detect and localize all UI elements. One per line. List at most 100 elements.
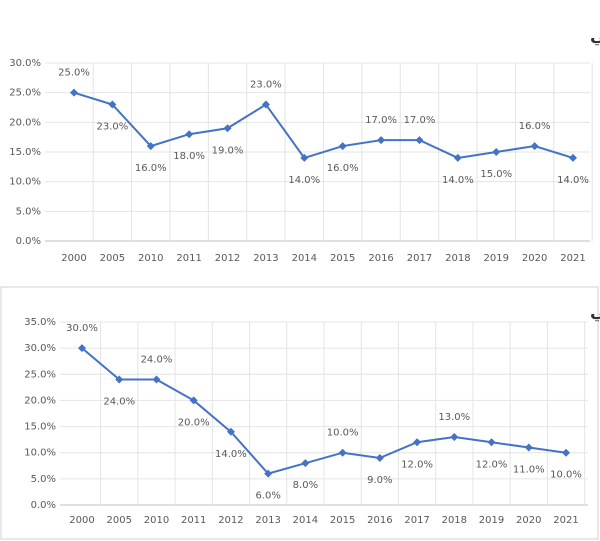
marker <box>189 396 198 405</box>
data-label: 14.0% <box>215 449 247 460</box>
marker <box>223 124 232 133</box>
marker <box>108 100 117 109</box>
marker <box>492 148 501 156</box>
marker <box>524 443 533 452</box>
x-tick-label: 2017 <box>404 515 429 526</box>
y-tick-label: 35.0% <box>24 317 56 328</box>
x-tick-label: 2018 <box>445 253 470 264</box>
marker <box>338 448 347 457</box>
data-label: 23.0% <box>96 122 128 133</box>
x-tick-label: 2000 <box>61 253 86 264</box>
y-tick-label: 0.0% <box>31 500 56 511</box>
x-tick-label: 2021 <box>560 253 585 264</box>
data-label: 16.0% <box>519 121 551 132</box>
marker <box>453 153 462 162</box>
x-tick-label: 2005 <box>107 515 132 526</box>
data-label: 13.0% <box>438 412 470 423</box>
data-label: 19.0% <box>212 145 244 156</box>
series-line <box>81 347 567 475</box>
x-tick-label: 2010 <box>144 515 169 526</box>
x-tick-label: 2016 <box>368 253 393 264</box>
marker <box>152 375 161 384</box>
x-tick-label: 2015 <box>330 253 355 264</box>
data-label: 14.0% <box>557 175 589 186</box>
x-tick-label: 2014 <box>293 515 318 526</box>
data-label: 15.0% <box>480 169 512 180</box>
data-label: 14.0% <box>442 175 474 186</box>
y-tick-label: 10.0% <box>24 448 56 459</box>
x-tick-label: 2013 <box>255 515 280 526</box>
y-tick-label: 30.0% <box>24 343 56 354</box>
x-tick-label: 2012 <box>218 515 243 526</box>
marker <box>261 100 270 109</box>
marker <box>377 136 386 145</box>
data-label: 23.0% <box>250 80 282 91</box>
data-label: 17.0% <box>365 115 397 126</box>
data-label: 20.0% <box>178 417 210 428</box>
y-tick-label: 10.0% <box>9 177 41 188</box>
data-label: 25.0% <box>58 68 90 79</box>
y-tick-label: 20.0% <box>9 117 41 128</box>
x-tick-label: 2016 <box>367 515 392 526</box>
marker <box>562 448 570 457</box>
y-tick-label: 0.0% <box>16 236 41 247</box>
marker <box>450 433 459 442</box>
marker <box>415 136 424 145</box>
y-tick-label: 5.0% <box>31 474 56 485</box>
chart-title: نسبة تغير معدل مساهمة قطاع الصناعة بالنا… <box>590 302 600 322</box>
y-tick-label: 5.0% <box>16 206 41 217</box>
series-line <box>73 91 574 160</box>
x-tick-label: 2012 <box>215 253 240 264</box>
data-label: 17.0% <box>404 115 436 126</box>
marker <box>115 375 124 384</box>
y-tick-label: 15.0% <box>24 422 56 433</box>
marker <box>264 469 273 478</box>
x-tick-label: 2020 <box>516 515 541 526</box>
data-label: 30.0% <box>66 323 98 334</box>
x-tick-label: 2013 <box>253 253 278 264</box>
marker <box>70 88 78 97</box>
chart-title: نسبة تغير معدل مساهمة قطاع الزراعة بالنا… <box>590 26 600 46</box>
marker <box>226 427 235 436</box>
data-label: 9.0% <box>367 475 392 486</box>
data-label: 11.0% <box>513 464 545 475</box>
data-label: 6.0% <box>255 491 280 502</box>
data-label: 14.0% <box>288 175 320 186</box>
marker <box>569 153 577 162</box>
x-tick-label: 2011 <box>176 253 201 264</box>
data-label: 12.0% <box>401 459 433 470</box>
y-tick-label: 20.0% <box>24 395 56 406</box>
y-tick-label: 25.0% <box>24 369 56 380</box>
x-tick-label: 2005 <box>100 253 125 264</box>
x-tick-label: 2000 <box>69 515 94 526</box>
marker <box>487 438 496 447</box>
data-label: 24.0% <box>141 355 173 366</box>
y-tick-label: 30.0% <box>9 58 41 69</box>
x-tick-label: 2015 <box>330 515 355 526</box>
x-tick-label: 2011 <box>181 515 206 526</box>
x-tick-label: 2019 <box>484 253 509 264</box>
marker <box>300 153 309 162</box>
y-tick-label: 25.0% <box>9 88 41 99</box>
data-label: 10.0% <box>550 470 582 481</box>
chart-border <box>0 286 599 540</box>
data-label: 16.0% <box>135 163 167 174</box>
data-label: 24.0% <box>103 397 135 408</box>
marker <box>185 130 194 139</box>
data-label: 12.0% <box>476 459 508 470</box>
x-tick-label: 2017 <box>407 253 432 264</box>
marker <box>530 142 539 151</box>
x-tick-label: 2021 <box>553 515 578 526</box>
data-label: 18.0% <box>173 151 205 162</box>
marker <box>338 142 347 151</box>
x-tick-label: 2020 <box>522 253 547 264</box>
data-label: 16.0% <box>327 163 359 174</box>
data-label: 8.0% <box>293 480 318 491</box>
marker <box>413 438 422 447</box>
data-label: 10.0% <box>327 428 359 439</box>
x-tick-label: 2010 <box>138 253 163 264</box>
marker <box>301 459 310 468</box>
marker <box>146 142 155 151</box>
marker <box>78 344 86 353</box>
